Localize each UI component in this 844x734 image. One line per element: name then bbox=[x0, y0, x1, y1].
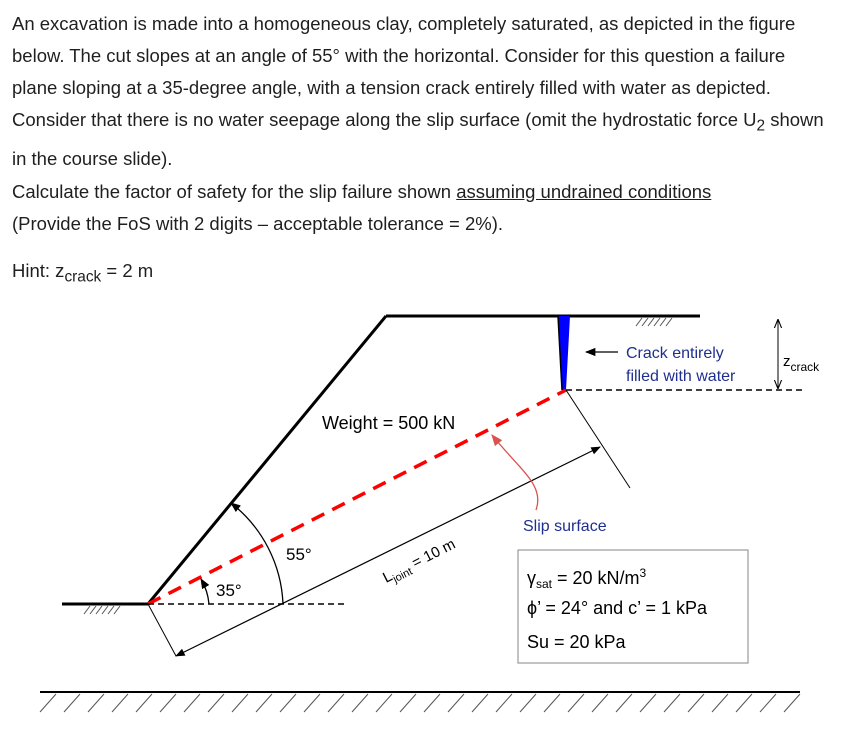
question-subscript: 2 bbox=[756, 117, 766, 135]
slope-angle-label: 55° bbox=[286, 545, 312, 564]
gamma-sat-value: γsat = 20 kN/m3 bbox=[527, 566, 647, 591]
hint-subscript: crack bbox=[64, 268, 102, 286]
hint-label: Hint: z bbox=[12, 260, 65, 281]
task-instructions: (Provide the FoS with 2 digits – accepta… bbox=[12, 213, 504, 234]
soil-properties-box: γsat = 20 kN/m3 ϕ’ = 24° and c’ = 1 kPa … bbox=[517, 549, 749, 664]
failure-angle-arc bbox=[200, 578, 210, 605]
question-text: An excavation is made into a homogeneous… bbox=[12, 13, 796, 130]
failure-angle-label: 35° bbox=[216, 581, 242, 600]
slip-surface-label: Slip surface bbox=[523, 518, 607, 535]
bedrock-hatching bbox=[39, 693, 801, 713]
crack-label-line-1: Crack entirely bbox=[626, 345, 724, 362]
ljoint-extension-right bbox=[565, 389, 631, 489]
friction-cohesion-values: ϕ’ = 24° and c’ = 1 kPa bbox=[527, 598, 708, 618]
task-emphasis: assuming undrained conditions bbox=[456, 181, 712, 202]
hint-line: Hint: zcrack = 2 m bbox=[12, 255, 832, 294]
question-paragraph-1: An excavation is made into a homogeneous… bbox=[12, 8, 832, 175]
zcrack-label: zcrack bbox=[783, 353, 820, 374]
slope-angle-arc bbox=[230, 502, 284, 605]
ljoint-label: Ljoint = 10 m bbox=[380, 536, 459, 590]
ljoint-dimension-line bbox=[175, 446, 601, 657]
task-text: Calculate the factor of safety for the s… bbox=[12, 181, 457, 202]
slope-face bbox=[146, 315, 388, 605]
undrained-strength-value: Su = 20 kPa bbox=[527, 632, 627, 652]
crack-label-line-2: filled with water bbox=[626, 368, 736, 385]
floor-hatching bbox=[83, 605, 121, 615]
hint-value: = 2 m bbox=[101, 260, 154, 281]
crack-edge-left bbox=[557, 315, 563, 391]
ljoint-extension-left bbox=[147, 603, 177, 657]
question-paragraph-2: Calculate the factor of safety for the s… bbox=[12, 176, 832, 240]
question-text-end: shown in the course slide). bbox=[12, 109, 824, 169]
surface-hatching bbox=[635, 317, 673, 327]
slip-surface-pointer bbox=[491, 434, 539, 511]
weight-label: Weight = 500 kN bbox=[322, 413, 455, 433]
